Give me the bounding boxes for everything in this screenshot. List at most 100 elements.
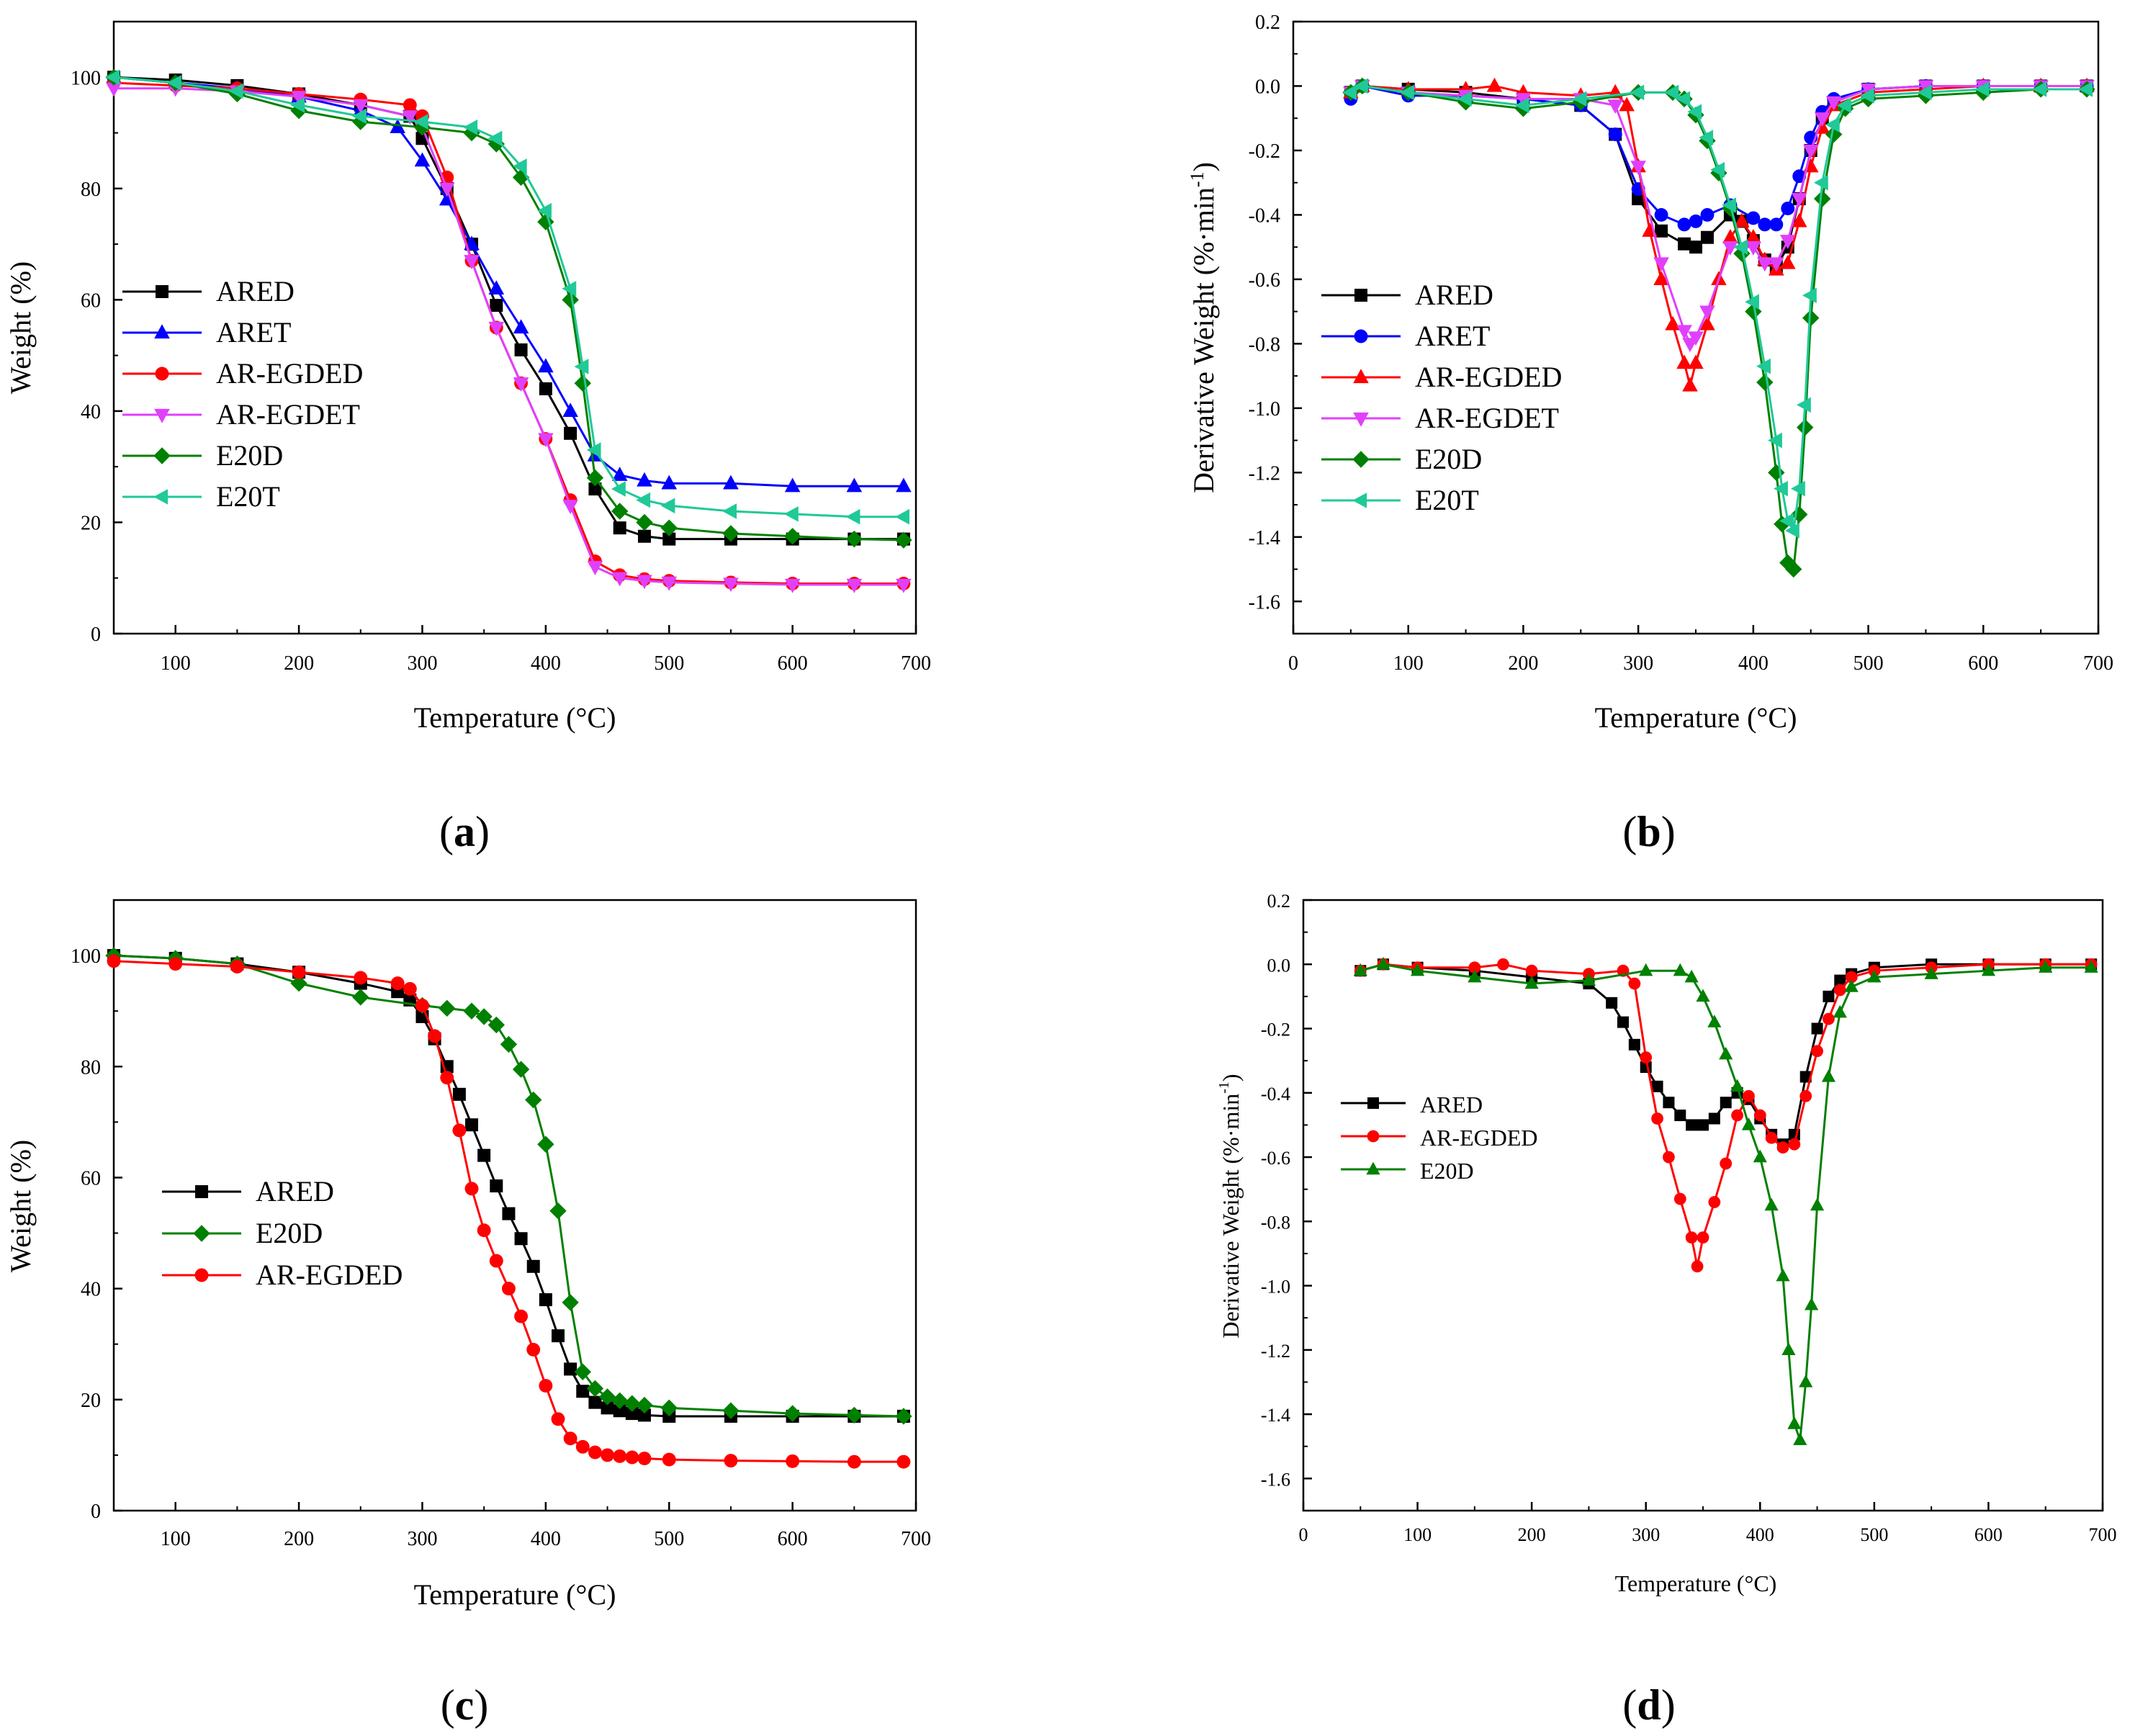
data-point [661,576,678,591]
data-point [637,1408,651,1422]
data-point [1813,174,1828,191]
data-point [1607,99,1623,114]
data-point [490,1179,503,1193]
x-tick-label: 200 [1518,1524,1546,1545]
y-axis-title-end: ) [1187,162,1220,171]
y-tick-label: 20 [81,1390,101,1412]
y-tick-label: 0.0 [1255,76,1280,98]
data-point [526,1342,541,1357]
data-point [1457,91,1472,107]
data-point [514,1232,528,1246]
legend-marker [155,366,169,381]
x-tick-label: 500 [654,1528,684,1550]
data-point [106,82,122,97]
data-point [1468,969,1482,983]
data-point [1757,257,1773,272]
x-tick-label: 0 [1299,1524,1308,1545]
y-tick-label: 0 [91,1501,101,1523]
x-tick-label: 100 [1403,1524,1432,1545]
data-point [896,578,912,593]
data-point [1836,97,1851,114]
data-point [574,374,591,392]
data-point [575,1439,590,1454]
data-point [1844,979,1859,992]
x-tick-label: 100 [161,1528,191,1550]
y-tick-label: -1.4 [1261,1405,1290,1426]
data-point [611,503,629,520]
data-point [403,98,417,112]
data-point [292,965,306,979]
data-point [352,99,369,114]
data-point [1785,560,1802,578]
legend-marker [153,489,168,505]
data-point [537,1135,554,1153]
data-point [537,202,552,219]
legend-marker [195,1185,208,1198]
data-point [413,114,428,130]
panel-d-caption: (d) [1622,1681,1675,1729]
data-point [1823,1012,1835,1025]
data-point [1639,963,1653,976]
x-tick-label: 300 [1632,1524,1660,1545]
data-point [1731,1109,1743,1122]
data-point [588,482,602,496]
data-point [1791,480,1805,497]
legend-marker [1352,493,1367,508]
data-point [1745,294,1759,310]
data-point [588,1395,602,1409]
y-tick-label: -0.6 [1261,1148,1290,1169]
data-point [500,1035,518,1053]
data-point [637,1452,652,1465]
data-point [587,561,603,575]
x-tick-label: 100 [1393,652,1424,675]
data-point [1799,1375,1813,1388]
data-point [601,1448,614,1462]
data-point [1746,211,1761,225]
data-point [1653,271,1669,285]
series-e20t [105,69,909,525]
data-point [636,492,651,508]
data-point [2078,81,2093,97]
data-point [1628,977,1641,990]
data-point [1733,239,1748,255]
data-point [562,1294,579,1311]
data-point [1779,554,1797,572]
legend-marker [1352,451,1370,468]
legend-label: ARED [256,1175,334,1207]
data-point [846,477,863,493]
data-point [1676,325,1692,340]
data-point [1974,81,1990,97]
data-point [1765,1131,1778,1144]
x-tick-label: 400 [531,1528,561,1550]
data-point [722,1402,740,1419]
data-point [1653,257,1669,272]
data-point [1700,230,1714,244]
data-point [1802,287,1817,304]
x-tick-label: 700 [901,652,931,675]
panel-c-chart: 100 200 300 400 500 600 700 0 20 40 60 80 100 Tempera… [4,899,931,1611]
data-point [1745,241,1761,256]
data-point [1699,130,1714,145]
data-point [539,382,552,395]
data-point [1700,207,1715,222]
data-point [1665,315,1681,330]
y-tick-label: -1.4 [1249,527,1280,549]
data-point [1707,1015,1722,1027]
panel-a-caption: (a) [439,808,490,855]
data-point [562,291,579,309]
data-point [1805,1297,1819,1310]
legend-label: ARED [1420,1092,1483,1117]
panel-c-caption: (c) [441,1681,489,1729]
x-tick-label: 0 [1288,652,1298,675]
data-point [563,1431,578,1446]
data-point [1833,1004,1847,1018]
data-point [784,578,801,593]
data-point [452,1123,467,1138]
y-axis-title-superscript: -1 [1187,171,1208,187]
data-point [1685,1231,1698,1244]
data-point [1710,161,1725,178]
data-point [1354,78,1368,94]
data-point [512,158,527,174]
y-tick-label: -0.8 [1249,333,1280,356]
legend-marker [1353,369,1369,384]
